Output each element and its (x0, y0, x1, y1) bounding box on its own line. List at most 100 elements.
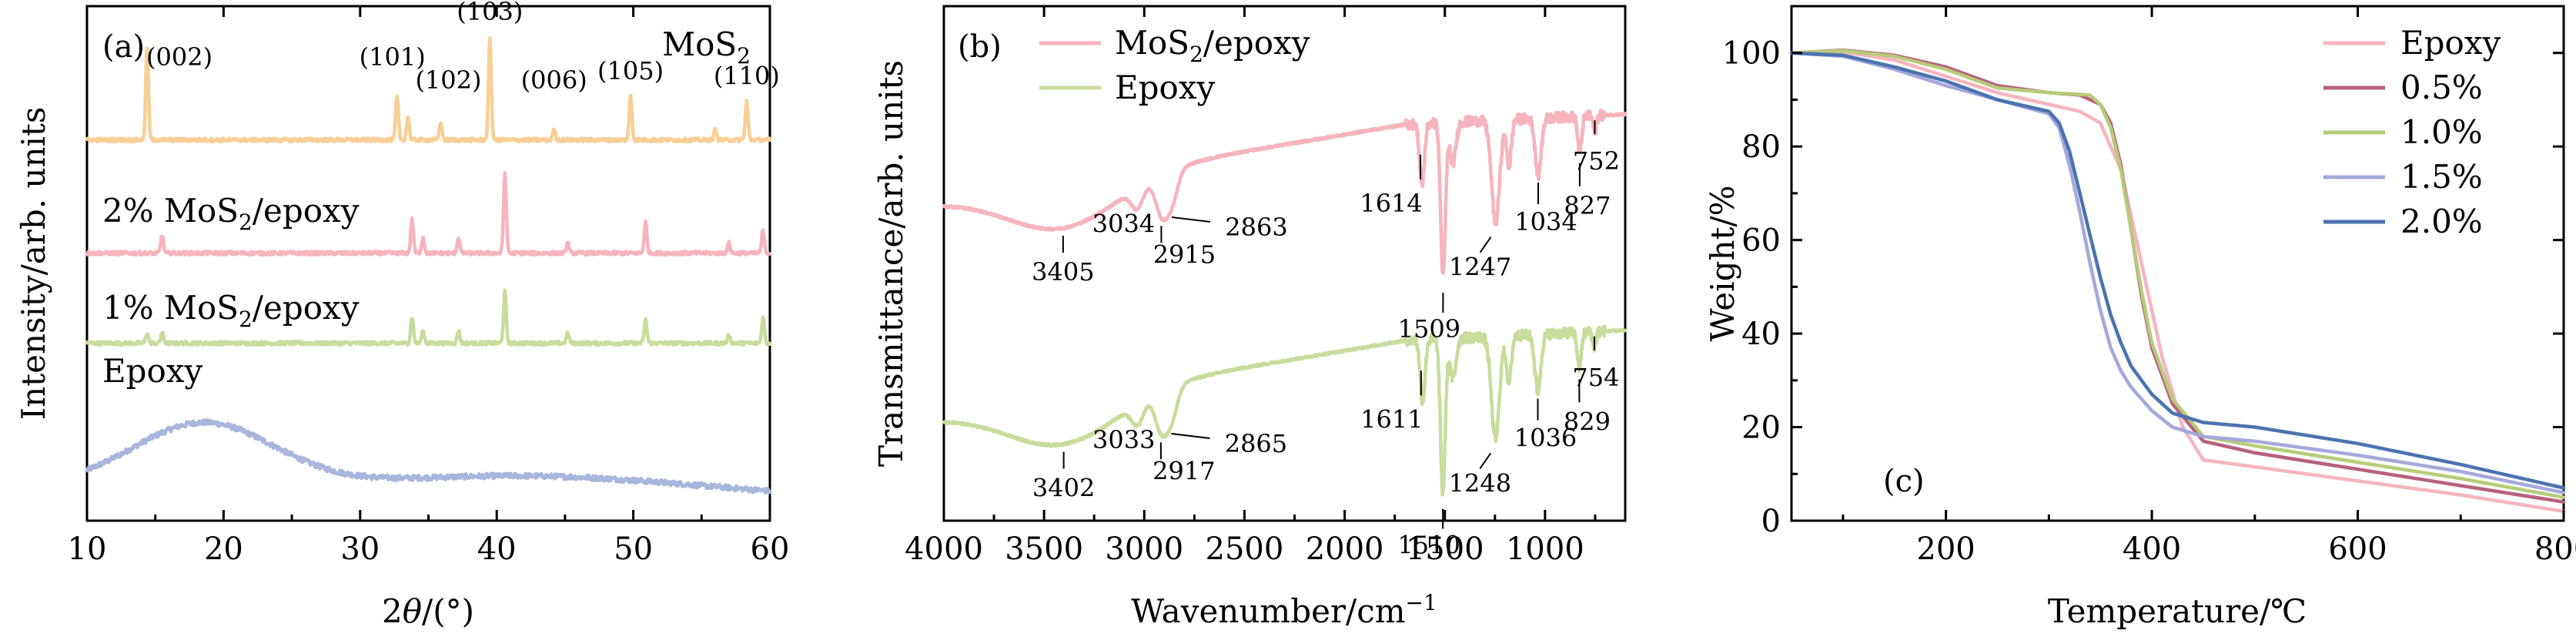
legend-label-1-5: 1.5% (2400, 158, 2483, 196)
x-tick-label-600: 600 (2328, 531, 2387, 567)
panel-a-plot-area (85, 36, 772, 495)
panel-a-peak-annotations: (002) (101)(102) (103) (006) (105) (110) (146, 0, 780, 95)
x-tick-label-2000: 2000 (1306, 531, 1384, 567)
curve-label-1pct-part: 1% MoS (102, 289, 239, 327)
panel-a-y-axis-label: Intensity/arb. units (15, 107, 52, 421)
panel-b-y-axis-label: Transmittance/arb. units (872, 60, 910, 467)
series-line-1-5 (1789, 51, 2566, 495)
panel-c-y-axis-label: Weight/% (1704, 186, 1741, 342)
x-tick-label-3500: 3500 (1005, 531, 1083, 567)
band-label-1509: 1509 (1398, 314, 1460, 344)
legend-label-2-0: 2.0% (2400, 203, 2483, 240)
peak-label-101: (101) (360, 42, 426, 72)
band-leader-2865 (1171, 433, 1210, 439)
peak-label-002: (002) (146, 42, 212, 72)
curve-label-1pct: 1% MoS2/epoxy (102, 289, 360, 332)
series-line-2-0 (1789, 51, 2566, 490)
x-tick-label-40: 40 (477, 531, 517, 567)
x-tick-label-20: 20 (204, 531, 243, 567)
x-tick-label-10: 10 (68, 531, 107, 567)
panel-c-frame (1790, 5, 2565, 522)
x-tick-label-1500: 1500 (1406, 531, 1484, 567)
band-label-829: 829 (1564, 407, 1611, 436)
curve-label-mos2-part: 2 (737, 43, 751, 69)
series-line-mos2 (85, 36, 772, 144)
y-tick-label-60: 60 (1741, 223, 1781, 259)
x-label-text: Wavenumber/cm (1131, 592, 1405, 630)
x-tick-label-400: 400 (2123, 531, 2181, 567)
x-tick-label-4000: 4000 (905, 531, 983, 567)
x-label-part-1: 2 (382, 592, 403, 630)
band-label-1510: 1510 (1397, 530, 1460, 559)
x-tick-label-200: 200 (1916, 531, 1975, 567)
legend-label-mos2-epoxy: MoS2/epoxy (1115, 24, 1310, 67)
y-tick-label-0: 0 (1761, 504, 1781, 539)
panel-b-x-ticks: 4000 3500 3000 2500 2000 1500 1000 (905, 6, 1597, 567)
series-line-epoxy (942, 324, 1628, 497)
band-label-3033: 3033 (1092, 425, 1155, 454)
peak-label-105: (105) (597, 56, 664, 85)
legend-label-1-0: 1.0% (2400, 113, 2483, 151)
peak-label-102: (102) (415, 65, 481, 95)
band-label-1248: 1248 (1449, 468, 1511, 498)
band-label-1036: 1036 (1514, 424, 1577, 453)
panel-c-y-ticks: 0 20 40 60 80 100 (1722, 36, 2564, 539)
panel-b-legend: MoS2/epoxy Epoxy (1039, 24, 1310, 106)
peak-label-103: (103) (457, 0, 523, 26)
band-label-2915: 2915 (1153, 240, 1216, 269)
x-tick-label-60: 60 (751, 531, 790, 567)
panel-c-plot-area (1789, 48, 2566, 514)
band-leader-1247 (1479, 236, 1492, 253)
panel-a-xrd: 10 20 30 40 50 60 (a) (002) (101)(102)(103)(00… (15, 0, 789, 630)
panel-b-label: (b) (958, 29, 1002, 65)
panel-c-tga: 200 400 600 800 0 20 40 60 80 100 Epoxy 0.5% 1.0% 1… (1704, 5, 2576, 630)
band-leader-2863 (1171, 216, 1211, 223)
band-leader-1248 (1479, 452, 1492, 469)
legend-sub: 2 (1189, 42, 1203, 67)
series-line-mos2-epoxy (942, 108, 1628, 275)
band-label-3405: 3405 (1032, 257, 1094, 287)
panel-c-label: (c) (1883, 464, 1925, 499)
y-tick-label-40: 40 (1741, 317, 1781, 352)
panel-c-x-axis-label: Temperature/℃ (2048, 592, 2307, 630)
peak-label-006: (006) (521, 65, 587, 95)
curve-label-epoxy: Epoxy (102, 352, 203, 390)
x-tick-label-30: 30 (340, 531, 380, 567)
panel-b-plot-area (942, 108, 1628, 497)
curve-label-mos2: MoS2 (662, 25, 751, 69)
panel-c-legend: Epoxy 0.5% 1.0% 1.5% 2.0% (2323, 24, 2501, 240)
x-label-sup: −1 (1406, 590, 1437, 615)
y-tick-label-100: 100 (1722, 36, 1781, 72)
band-label-3402: 3402 (1032, 473, 1095, 502)
legend-mos: MoS (1115, 24, 1189, 62)
panel-b-x-axis-label: Wavenumber/cm−1 (1131, 590, 1437, 630)
legend-label-epoxy: Epoxy (2400, 24, 2501, 62)
curve-label-2pct-part: 2 (239, 210, 253, 235)
band-label-752: 752 (1573, 146, 1620, 176)
peak-label-110: (110) (714, 62, 780, 91)
y-tick-label-80: 80 (1741, 129, 1781, 165)
x-tick-label-800: 800 (2534, 531, 2576, 567)
panel-b-frame (942, 5, 1627, 522)
band-label-1611: 1611 (1360, 404, 1423, 434)
band-label-2917: 2917 (1153, 456, 1215, 485)
x-tick-label-50: 50 (614, 531, 653, 567)
curve-label-1pct-part: 2 (239, 307, 253, 332)
band-label-1614: 1614 (1360, 189, 1422, 218)
panel-a-x-axis-label: 2θ/(°) (382, 592, 474, 630)
curve-label-1pct-part: /epoxy (253, 289, 360, 327)
legend-label-0-5: 0.5% (2400, 69, 2483, 106)
legend-rest: /epoxy (1203, 24, 1310, 62)
band-label-754: 754 (1572, 363, 1619, 392)
series-line-2-mos2-epoxy (85, 171, 772, 257)
x-tick-label-2500: 2500 (1206, 531, 1284, 567)
curve-label-2pct: 2% MoS2/epoxy (102, 192, 360, 235)
legend-label-epoxy: Epoxy (1115, 69, 1216, 106)
band-label-1034: 1034 (1514, 207, 1577, 236)
band-label-3034: 3034 (1092, 209, 1155, 238)
x-label-theta: θ (403, 592, 422, 630)
y-tick-label-20: 20 (1741, 411, 1781, 446)
x-label-unit: /(°) (422, 592, 474, 630)
